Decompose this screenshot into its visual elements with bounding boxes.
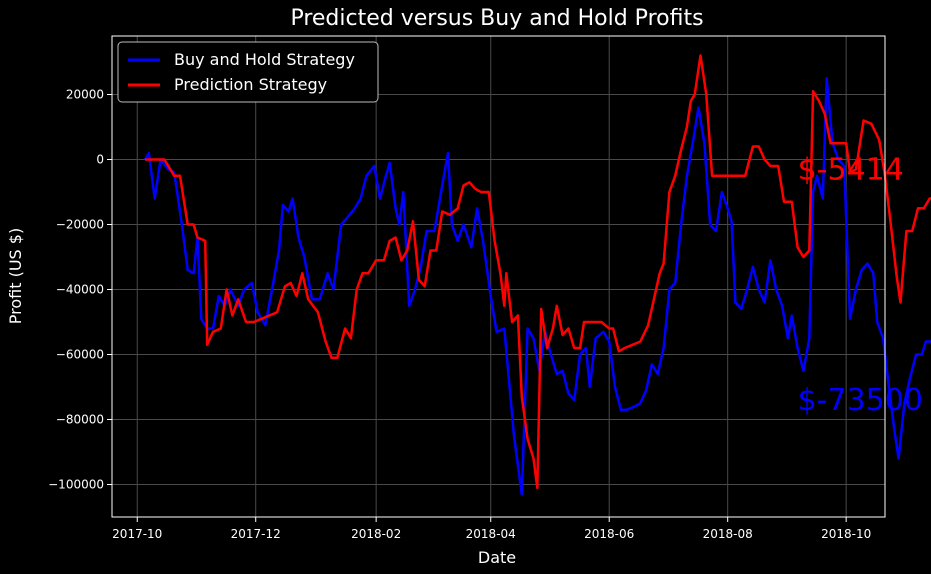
legend: Buy and Hold Strategy Prediction Strateg… xyxy=(117,41,379,103)
buy-and-hold-line xyxy=(143,77,931,496)
x-tick-label: 2018-02 xyxy=(351,527,401,541)
annotations: $-5414 $-73500 xyxy=(798,152,923,418)
x-tick-label: 2017-12 xyxy=(231,527,281,541)
y-tick-label: −100000 xyxy=(48,478,104,492)
y-tick-label: −40000 xyxy=(56,283,104,297)
y-tick-label: 20000 xyxy=(66,88,104,102)
y-tick-label: −60000 xyxy=(56,348,104,362)
x-tick-label: 2018-06 xyxy=(584,527,634,541)
x-tick-label: 2018-08 xyxy=(703,527,753,541)
y-tick-label: 0 xyxy=(96,153,104,167)
chart-title: Predicted versus Buy and Hold Profits xyxy=(290,6,703,31)
final-profit-annotation: $-5414 xyxy=(798,152,904,187)
y-tick-label: −20000 xyxy=(56,218,104,232)
series-lines xyxy=(143,54,931,496)
y-axis-label: Profit (US $) xyxy=(6,228,25,324)
plot-frame xyxy=(111,35,886,518)
legend-box xyxy=(117,41,379,103)
x-tick-label: 2017-10 xyxy=(112,527,162,541)
x-axis-label: Date xyxy=(478,548,516,567)
y-axis-ticks: −100000 −80000 −60000 −40000 −20000 0 20000 xyxy=(48,88,112,492)
prediction-line xyxy=(145,54,931,490)
legend-label-buy-hold: Buy and Hold Strategy xyxy=(174,50,355,69)
legend-label-prediction: Prediction Strategy xyxy=(174,75,327,94)
x-axis-ticks: 2017-10 2017-12 2018-02 2018-04 2018-06 2018-… xyxy=(112,517,871,541)
x-tick-label: 2018-10 xyxy=(821,527,871,541)
final-profit-annotation: $-73500 xyxy=(798,383,923,418)
x-tick-label: 2018-04 xyxy=(466,527,516,541)
grid-lines xyxy=(112,36,885,517)
y-tick-label: −80000 xyxy=(56,413,104,427)
